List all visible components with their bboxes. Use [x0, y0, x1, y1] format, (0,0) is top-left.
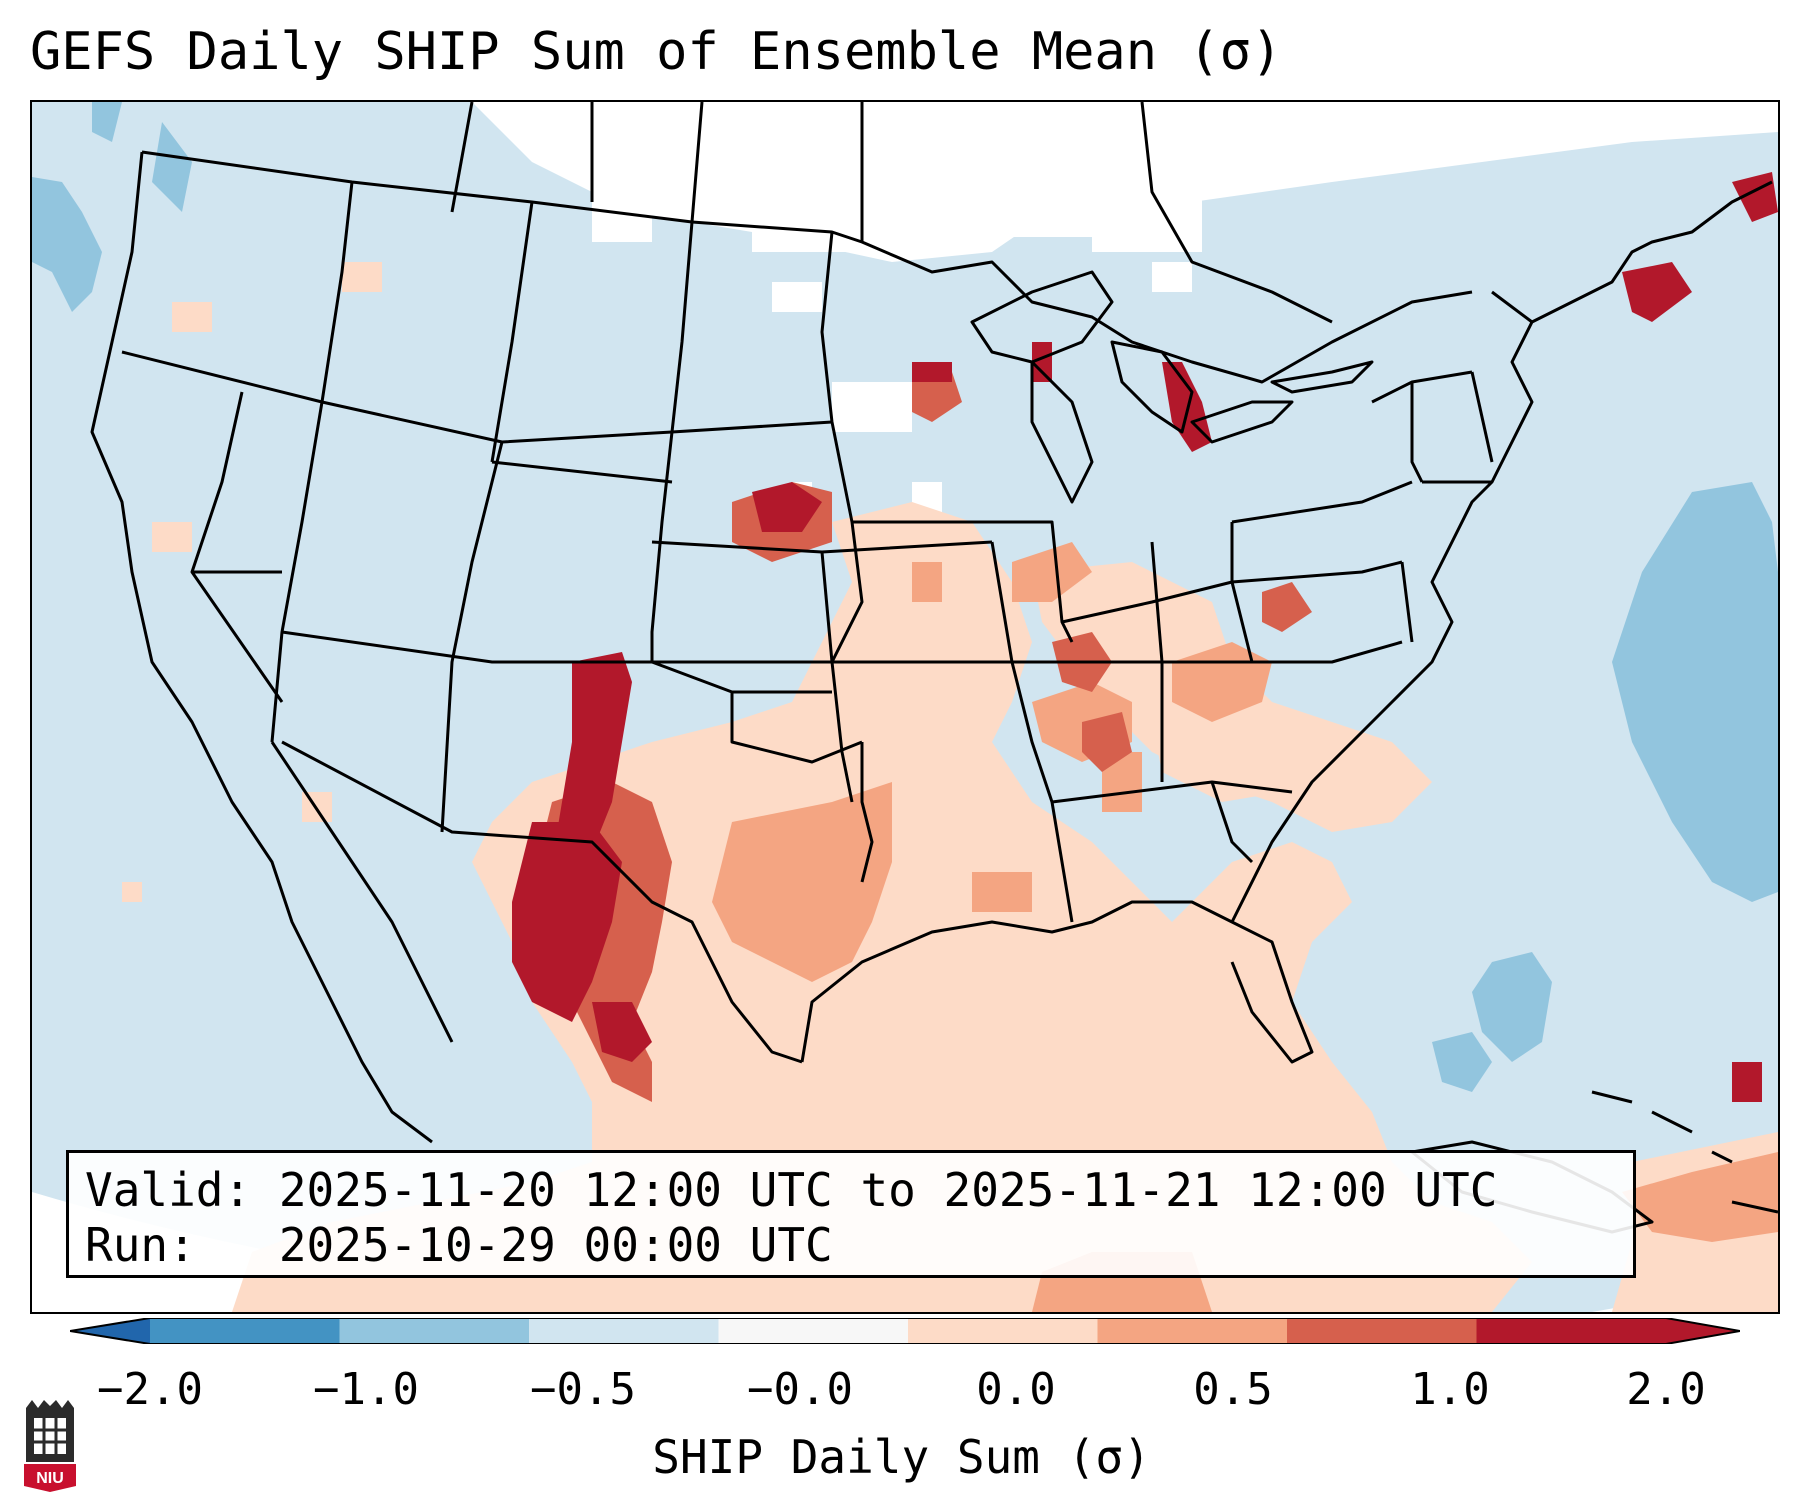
valid-time-box: Valid: 2025-11-20 12:00 UTC to 2025-11-2… — [66, 1150, 1636, 1278]
colorbar-segment — [1287, 1318, 1477, 1344]
colorbar-segment — [908, 1318, 1098, 1344]
colorbar-tick-label: −0.0 — [747, 1364, 853, 1415]
colorbar-label: SHIP Daily Sum (σ) — [652, 1430, 1151, 1484]
colorbar-segment — [150, 1318, 340, 1344]
map-canvas — [32, 102, 1778, 1312]
niu-logo-icon: NIU — [24, 1400, 76, 1492]
map-title: GEFS Daily SHIP Sum of Ensemble Mean (σ) — [30, 22, 1283, 82]
colorbar-tick-label: 2.0 — [1626, 1364, 1706, 1415]
state-borders — [90, 102, 1778, 1234]
colorbar — [70, 1318, 1740, 1344]
colorbar-extend-low — [70, 1318, 150, 1344]
colorbar-tick-label: −0.5 — [530, 1364, 636, 1415]
logo-text: NIU — [36, 1470, 64, 1487]
colorbar-tick-label: 1.0 — [1410, 1364, 1490, 1415]
colorbar-segment — [1097, 1318, 1288, 1344]
map-panel — [30, 100, 1780, 1314]
colorbar-tick-label: 0.5 — [1193, 1364, 1273, 1415]
colorbar-tick-label: −2.0 — [97, 1364, 203, 1415]
colorbar-segment — [718, 1318, 909, 1344]
valid-line: Valid: 2025-11-20 12:00 UTC to 2025-11-2… — [85, 1163, 1498, 1217]
colorbar-segment — [339, 1318, 530, 1344]
negative-anomaly-region — [32, 102, 1778, 1092]
colorbar-segment — [529, 1318, 719, 1344]
colorbar-segment — [1476, 1318, 1667, 1344]
colorbar-tick-label: −1.0 — [313, 1364, 419, 1415]
near-zero-region — [32, 102, 1778, 1312]
run-line: Run: 2025-10-29 00:00 UTC — [85, 1218, 833, 1272]
positive-anomaly-region — [712, 542, 1778, 1312]
very-strong-positive-anomaly-region — [512, 172, 1778, 1102]
colorbar-tick-label: 0.0 — [976, 1364, 1056, 1415]
colorbar-extend-high — [1666, 1318, 1740, 1344]
